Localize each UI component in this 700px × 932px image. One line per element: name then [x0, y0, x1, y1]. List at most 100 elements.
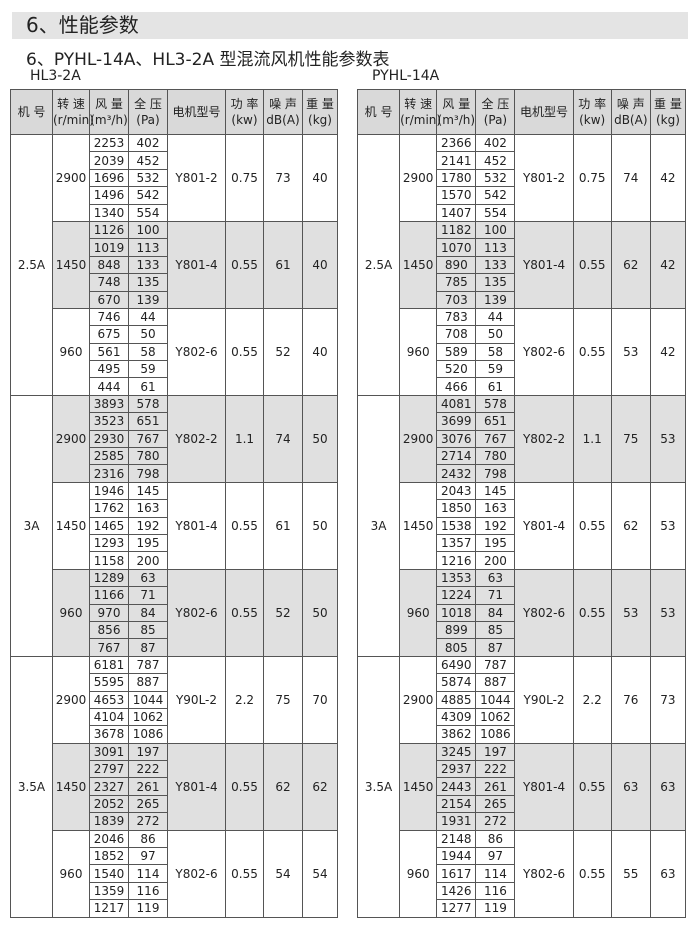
table-row: 970 84 — [11, 603, 338, 622]
pressure-cell: 85 — [128, 620, 168, 640]
motor-cell: Y802-2 — [514, 394, 574, 483]
power-cell: 0.55 — [225, 829, 264, 918]
pressure-cell: 86 — [475, 829, 516, 849]
motor-cell: Y802-2 — [167, 394, 226, 483]
flow-cell: 1018 — [436, 603, 477, 622]
power-cell: 0.55 — [225, 742, 264, 831]
pressure-cell: 222 — [475, 760, 516, 779]
table-row: 2930 767 — [11, 429, 338, 449]
power-cell: 0.55 — [225, 568, 264, 657]
table-row: 1450 3091 197 Y801-4 0.55 62 62 — [11, 742, 338, 831]
flow-cell: 3091 — [89, 742, 129, 762]
pressure-cell: 113 — [475, 238, 516, 257]
table-row: 2.5A 2900 2253 402 Y801-2 0.75 73 40 — [10, 133, 338, 396]
speed-cell: 1450 — [52, 481, 90, 570]
flow-cell: 675 — [89, 325, 129, 344]
noise-cell: 73 — [263, 134, 303, 222]
flow-cell: 805 — [436, 638, 477, 657]
table-row: 1359 116 — [11, 881, 338, 901]
model-cell: 3A — [10, 394, 53, 657]
table-row: 1293 195 — [11, 533, 338, 553]
flow-cell: 1289 — [89, 568, 129, 588]
pressure-cell: 59 — [475, 360, 516, 379]
table-row: 1166 71 — [11, 586, 338, 605]
table-row: 1070 113 — [358, 238, 686, 257]
header-weight: 重 量 (kg) — [649, 89, 687, 135]
flow-cell: 1465 — [89, 516, 129, 535]
table-row: 2316 798 — [11, 464, 338, 483]
table-row: 1944 97 — [358, 847, 686, 866]
speed-cell: 960 — [399, 829, 438, 918]
table-row: 1450 3245 197 Y801-4 0.55 63 63 — [358, 742, 687, 831]
flow-cell: 1277 — [436, 899, 477, 918]
weight-cell: 63 — [649, 829, 687, 918]
flow-cell: 2432 — [436, 464, 477, 483]
table-row: 1570 542 — [358, 186, 686, 205]
weight-cell: 50 — [302, 568, 338, 657]
header-motor: 电机型号 — [514, 89, 574, 135]
flow-cell: 1126 — [89, 220, 129, 240]
table-row: 1780 532 — [358, 168, 686, 188]
pressure-cell: 780 — [128, 447, 168, 466]
power-cell: 1.1 — [572, 394, 612, 483]
table-row: 1450 1182 100 Y801-4 0.55 62 42 — [358, 220, 687, 309]
flow-cell: 1217 — [89, 899, 129, 918]
noise-cell: 76 — [610, 655, 651, 744]
pressure-cell: 651 — [475, 412, 516, 431]
power-cell: 0.55 — [572, 481, 612, 570]
table-row: 3699 651 — [358, 412, 686, 431]
table-row: 3.5A 2900 6490 787 Y90L-2 2.2 76 73 — [356, 655, 687, 918]
motor-cell: Y801-4 — [514, 220, 574, 309]
flow-cell: 3893 — [89, 394, 129, 414]
header-row: 机 号转 速 (r/min) 风 量 (m³/h) 全 压 (Pa) 电机型号功 率 (kw)… — [356, 89, 687, 135]
flow-cell: 2327 — [89, 777, 129, 796]
table-row: 1217 119 — [11, 899, 338, 918]
table-row: 1931 272 — [358, 812, 686, 831]
table-label-hl3: HL3-2A — [30, 68, 81, 84]
speed-cell: 1450 — [399, 481, 438, 570]
table-row: 5874 887 — [358, 673, 686, 692]
table-row: 856 85 — [11, 620, 338, 640]
weight-cell: 53 — [649, 481, 687, 570]
pressure-cell: 402 — [475, 133, 516, 153]
flow-cell: 1426 — [436, 881, 477, 901]
flow-cell: 4885 — [436, 690, 477, 709]
flow-cell: 4309 — [436, 707, 477, 727]
pressure-cell: 452 — [128, 151, 168, 170]
weight-cell: 73 — [649, 655, 687, 744]
motor-cell: Y802-6 — [167, 307, 226, 396]
pressure-cell: 200 — [475, 551, 516, 570]
pressure-cell: 272 — [128, 812, 168, 831]
flow-cell: 1224 — [436, 586, 477, 605]
table-row: 2797 222 — [11, 760, 338, 779]
pressure-cell: 195 — [475, 533, 516, 553]
flow-cell: 1570 — [436, 186, 477, 205]
pressure-cell: 100 — [128, 220, 168, 240]
flow-cell: 2154 — [436, 794, 477, 814]
noise-cell: 61 — [263, 481, 303, 570]
speed-cell: 1450 — [399, 742, 438, 831]
pressure-cell: 787 — [475, 655, 516, 675]
pressure-cell: 1044 — [475, 690, 516, 709]
power-cell: 0.55 — [572, 307, 612, 396]
pressure-cell: 135 — [128, 273, 168, 292]
table-row: 1450 1946 145 Y801-4 0.55 61 50 — [11, 481, 338, 570]
speed-cell: 2900 — [399, 655, 438, 744]
table-row: 960 746 44 Y802-6 0.55 52 40 — [11, 307, 338, 396]
header-flow: 风 量 (m³/h) — [89, 89, 129, 135]
table-row: 1762 163 — [11, 499, 338, 518]
pressure-cell: 139 — [475, 290, 516, 309]
power-cell: 0.55 — [225, 481, 264, 570]
flow-cell: 1850 — [436, 499, 477, 518]
flow-cell: 1293 — [89, 533, 129, 553]
table-row: 960 783 44 Y802-6 0.55 53 42 — [358, 307, 687, 396]
pressure-cell: 798 — [128, 464, 168, 483]
pressure-cell: 58 — [475, 342, 516, 362]
flow-cell: 2366 — [436, 133, 477, 153]
pressure-cell: 87 — [475, 638, 516, 657]
header-speed: 转 速 (r/min) — [52, 89, 94, 135]
pressure-cell: 87 — [128, 638, 168, 657]
table-row: 3A 2900 3893 578 Y802-2 1.1 74 50 — [10, 394, 338, 657]
power-cell: 0.75 — [225, 134, 264, 222]
flow-cell: 4653 — [89, 690, 129, 709]
